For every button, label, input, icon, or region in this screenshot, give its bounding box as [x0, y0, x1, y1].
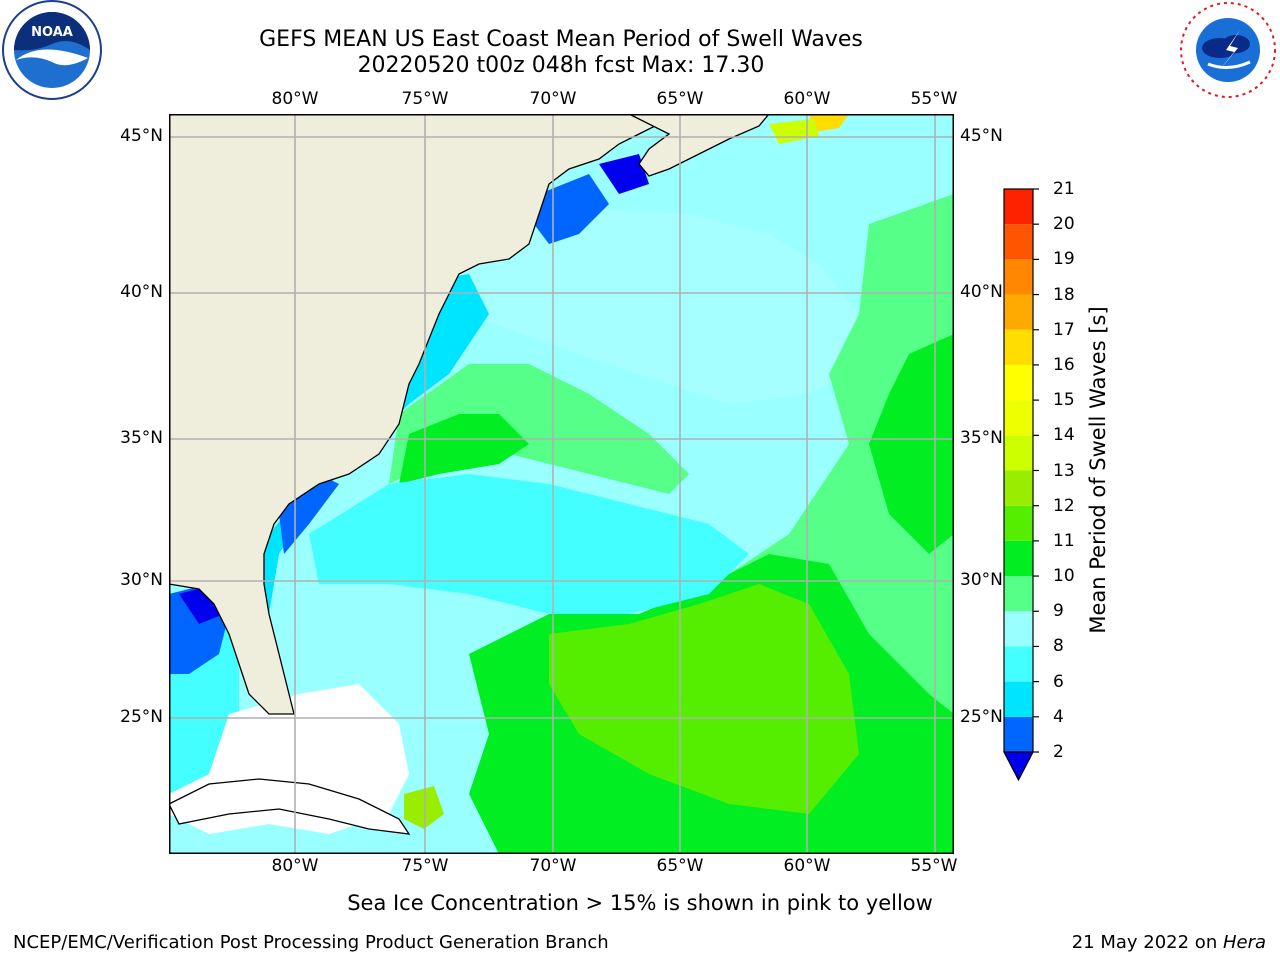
field-region-2-4s-carolinas — [279, 474, 339, 554]
colorbar-swatch-2-4 — [1004, 716, 1033, 752]
colorbar-tick-label: 8 — [1053, 636, 1064, 657]
field-region-9-10s-central — [389, 364, 689, 494]
field-region-8-9s-north — [459, 209, 869, 404]
lat-label-left-25n: 25°N — [120, 707, 163, 727]
sea-ice-note: Sea Ice Concentration > 15% is shown in … — [0, 891, 1280, 915]
colorbar-tick-label: 15 — [1053, 390, 1075, 411]
lat-label-left-35n: 35°N — [120, 428, 163, 448]
field-region-10-11s-central — [399, 414, 529, 484]
chart-title: GEFS MEAN US East Coast Mean Period of S… — [259, 27, 863, 52]
land-nova-scotia — [628, 114, 770, 177]
lon-label-top-80w: 80°W — [271, 89, 319, 109]
colorbar-tick-label: 11 — [1053, 530, 1075, 551]
colorbar-tick-label: 19 — [1053, 249, 1075, 270]
lon-label-bottom-60w: 60°W — [783, 856, 831, 876]
colorbar-tick-label: 6 — [1053, 671, 1064, 692]
colorbar-tick-label: 2 — [1053, 742, 1064, 762]
field-region-15-17s-northeast — [809, 114, 849, 132]
colorbar-tick-label: 21 — [1053, 179, 1075, 199]
chart-subtitle: 20220520 t00z 048h fcst Max: 17.30 — [357, 53, 765, 78]
lat-label-right-35n: 35°N — [960, 428, 1003, 448]
colorbar-tick-label: 14 — [1053, 425, 1075, 446]
colorbar-tick-label: 4 — [1053, 706, 1064, 727]
nws-logo — [1180, 2, 1276, 98]
colorbar-swatch-19-20 — [1004, 224, 1033, 260]
colorbar-tick-label: 20 — [1053, 214, 1075, 235]
lon-label-top-65w: 65°W — [656, 89, 704, 109]
field-region-11-13s-southwest — [404, 786, 444, 829]
colorbar-tick-label: 9 — [1053, 601, 1064, 622]
colorbar-tick-label: 12 — [1053, 495, 1075, 516]
field-region-under-2s-gulf-maine — [599, 154, 649, 194]
lat-label-right-30n: 30°N — [960, 570, 1003, 590]
colorbar-swatch-20-21 — [1004, 189, 1033, 225]
colorbar-swatch-11-12 — [1004, 505, 1033, 541]
land-cuba — [169, 778, 411, 835]
colorbar-swatch-18-19 — [1004, 259, 1033, 295]
land-north-america — [169, 114, 670, 715]
field-region-10-11s-east — [869, 334, 954, 554]
footer-credit: NCEP/EMC/Verification Post Processing Pr… — [13, 932, 609, 953]
noaa-logo-text: NOAA — [31, 25, 73, 40]
lat-label-left-45n: 45°N — [120, 126, 163, 146]
colorbar-tick-label: 13 — [1053, 460, 1075, 481]
footer-date: 21 May 2022 on Hera — [1072, 932, 1266, 953]
lon-label-top-55w: 55°W — [910, 89, 958, 109]
lat-label-left-40n: 40°N — [120, 282, 163, 302]
footer-date-text: 21 May 2022 on — [1071, 932, 1223, 953]
lat-label-right-45n: 45°N — [960, 126, 1003, 146]
lon-label-top-75w: 75°W — [401, 89, 449, 109]
field-region-6-8s-middle — [309, 474, 749, 614]
lat-label-left-30n: 30°N — [120, 570, 163, 590]
swell-period-map — [169, 114, 954, 854]
lon-label-bottom-55w: 55°W — [910, 856, 958, 876]
colorbar-tick-label: 18 — [1053, 284, 1075, 305]
colorbar-swatch-4-6 — [1004, 681, 1033, 717]
colorbar-swatch-9-10 — [1004, 576, 1033, 612]
colorbar-tick-label: 17 — [1053, 319, 1075, 340]
colorbar-swatch-10-11 — [1004, 540, 1033, 577]
colorbar-swatch-8-9 — [1004, 611, 1033, 647]
footer-machine: Hera — [1222, 932, 1266, 953]
lon-label-top-60w: 60°W — [783, 89, 831, 109]
colorbar — [1003, 188, 1039, 782]
colorbar-swatch-14-15 — [1004, 400, 1033, 436]
graticule — [169, 114, 954, 854]
map-frame — [169, 114, 954, 854]
colorbar-tick-label: 10 — [1053, 566, 1075, 587]
noaa-logo: NOAA — [2, 0, 102, 100]
field-region-11-12s-south — [549, 584, 859, 814]
lat-label-right-25n: 25°N — [960, 707, 1003, 727]
colorbar-under-extension — [1003, 751, 1034, 782]
sea-ice-note-text: Sea Ice Concentration > 15% is shown in … — [347, 891, 933, 915]
colorbar-swatch-6-8 — [1004, 646, 1033, 682]
lon-label-bottom-70w: 70°W — [529, 856, 577, 876]
colorbar-swatch-12-13 — [1004, 470, 1033, 506]
lon-label-bottom-80w: 80°W — [271, 856, 319, 876]
lon-label-bottom-65w: 65°W — [656, 856, 704, 876]
lat-label-right-40n: 40°N — [960, 282, 1003, 302]
colorbar-swatch-17-18 — [1004, 294, 1033, 330]
lon-label-bottom-75w: 75°W — [401, 856, 449, 876]
colorbar-tick-label: 16 — [1053, 354, 1075, 375]
lon-label-top-70w: 70°W — [529, 89, 577, 109]
colorbar-title: Mean Period of Swell Waves [s] — [1086, 306, 1110, 634]
colorbar-swatch-15-16 — [1004, 364, 1033, 401]
colorbar-swatch-16-17 — [1004, 329, 1033, 365]
colorbar-swatch-13-14 — [1004, 435, 1033, 471]
